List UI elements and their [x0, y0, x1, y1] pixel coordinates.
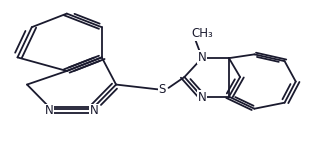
Text: CH₃: CH₃ [191, 27, 213, 40]
Text: N: N [89, 104, 98, 117]
Text: N: N [45, 104, 54, 117]
Text: N: N [197, 51, 206, 64]
Text: S: S [158, 83, 166, 96]
Text: N: N [197, 91, 206, 104]
